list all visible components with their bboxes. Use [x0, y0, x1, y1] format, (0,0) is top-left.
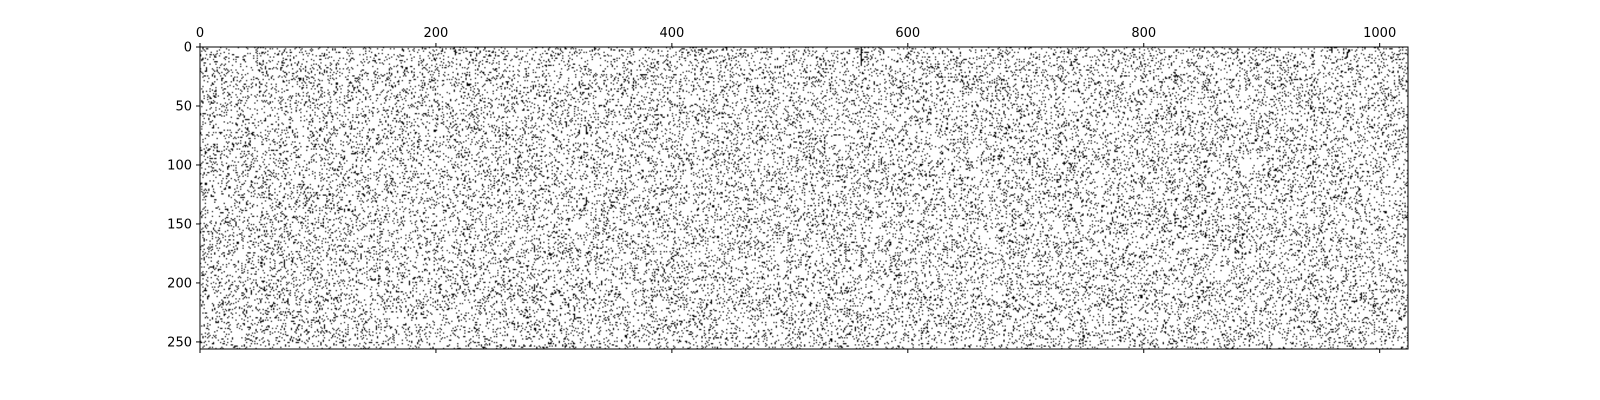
- x-tick-label: 400: [659, 26, 684, 41]
- y-tick-label: 200: [167, 276, 192, 291]
- y-tick-label: 100: [167, 158, 192, 173]
- x-tick-label: 0: [196, 26, 204, 41]
- x-tick-label: 200: [424, 26, 449, 41]
- plot-area: [199, 46, 1409, 350]
- x-tick-label: 800: [1131, 26, 1156, 41]
- x-tick-label: 600: [895, 26, 920, 41]
- sparsity-pattern-image: [200, 47, 1408, 349]
- y-tick-label: 0: [184, 41, 192, 56]
- y-axis: 0 50 100 150 200 250: [167, 41, 200, 350]
- x-axis: 0 200 400 600 800 1000: [196, 26, 1396, 353]
- axes-frame: [199, 46, 1409, 350]
- y-tick-label: 50: [175, 99, 192, 114]
- y-tick-label: 150: [167, 217, 192, 232]
- x-tick-label: 1000: [1363, 26, 1396, 41]
- y-tick-label: 250: [167, 335, 192, 350]
